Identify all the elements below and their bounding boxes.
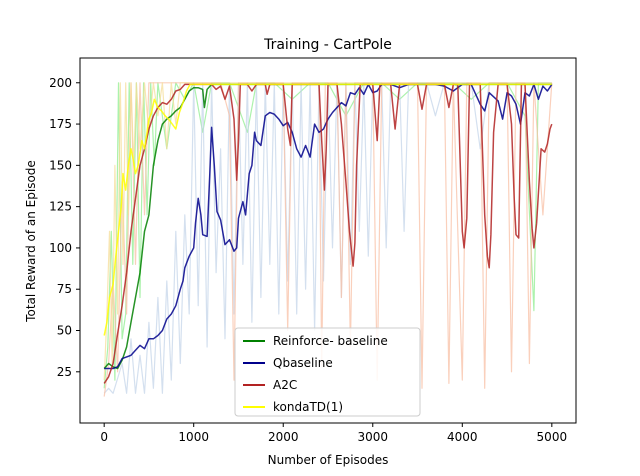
legend-label-qbaseline: Qbaseline bbox=[273, 356, 333, 370]
chart-title: Training - CartPole bbox=[263, 37, 392, 53]
x-tick-label: 5000 bbox=[537, 430, 568, 444]
legend-label-reinforce-baseline: Reinforce- baseline bbox=[273, 334, 388, 348]
x-axis-title: Number of Episodes bbox=[268, 453, 389, 467]
y-tick-label: 200 bbox=[49, 76, 72, 90]
y-tick-label: 100 bbox=[49, 241, 72, 255]
x-tick-label: 3000 bbox=[357, 430, 388, 444]
series-line-reinforce-baseline bbox=[103, 83, 552, 370]
plot-frame bbox=[79, 57, 577, 424]
series-raw-kondatd-1 bbox=[103, 82, 552, 381]
y-tick-label: 25 bbox=[57, 365, 72, 379]
y-axis: 25 50 75 100 125 150 175 200 bbox=[49, 76, 80, 379]
legend: Reinforce- baseline Qbaseline A2C kondaTD(1… bbox=[234, 327, 421, 417]
x-tick-label: 0 bbox=[100, 430, 108, 444]
y-tick-label: 175 bbox=[49, 117, 72, 131]
legend-label-a2c: A2C bbox=[273, 378, 297, 392]
y-tick-label: 125 bbox=[49, 200, 72, 214]
raw-series-layer bbox=[103, 82, 553, 397]
y-tick-label: 150 bbox=[49, 158, 72, 172]
x-tick-label: 2000 bbox=[268, 430, 299, 444]
smoothed-series-layer bbox=[103, 83, 553, 384]
x-axis: 0 1000 2000 3000 4000 5000 bbox=[100, 423, 567, 444]
y-tick-label: 75 bbox=[57, 282, 72, 296]
plot-area bbox=[79, 57, 577, 424]
x-tick-label: 1000 bbox=[178, 430, 209, 444]
y-axis-title: Total Reward of an Episode bbox=[24, 160, 38, 323]
legend-label-kondatd-1: kondaTD(1) bbox=[273, 400, 343, 414]
x-tick-label: 4000 bbox=[447, 430, 478, 444]
series-line-a2c bbox=[103, 83, 553, 384]
series-line-qbaseline bbox=[104, 83, 553, 370]
y-tick-label: 50 bbox=[57, 324, 72, 338]
legend-box bbox=[234, 327, 421, 417]
series-line-kondatd-1 bbox=[103, 83, 552, 336]
